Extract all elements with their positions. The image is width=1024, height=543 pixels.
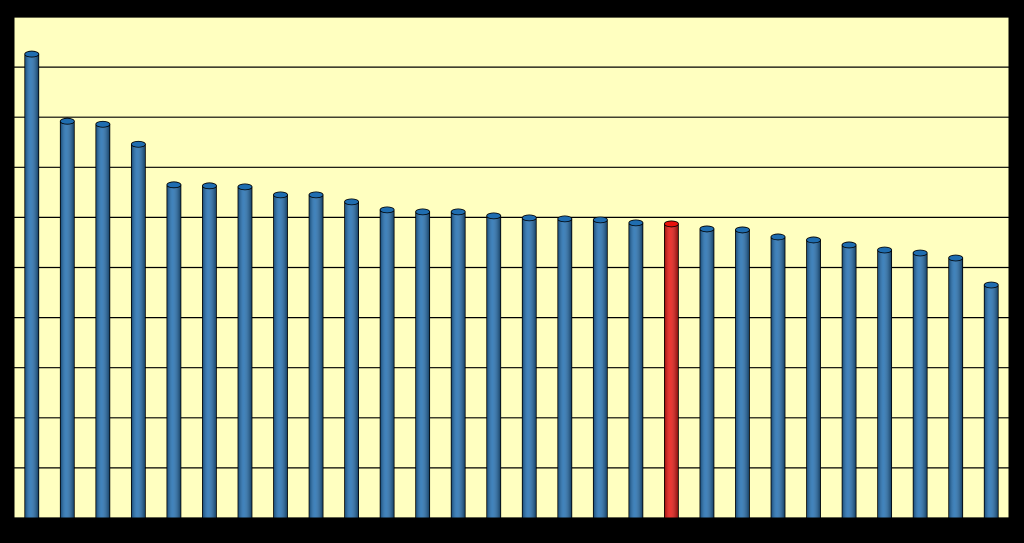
bar-cap: [450, 208, 466, 216]
bar-shade: [628, 222, 643, 518]
bar-cap: [735, 226, 750, 234]
bar-shade: [95, 124, 110, 519]
bar-shade: [344, 201, 359, 518]
bar-cap: [770, 233, 786, 241]
bar-cap: [24, 50, 40, 58]
bar-shade: [877, 249, 892, 518]
bar-cap: [877, 246, 893, 254]
bar-cap: [59, 117, 75, 125]
bar-shade: [913, 252, 928, 518]
bar-cap: [841, 241, 857, 249]
bar-shade: [948, 257, 963, 518]
bar-shade: [593, 219, 608, 518]
bar-shade: [380, 209, 395, 518]
bar-cap: [344, 198, 359, 206]
bar-shade: [273, 194, 288, 519]
plot-border: [13, 16, 1010, 519]
bar-cap: [130, 140, 146, 148]
bar-shade: [522, 217, 537, 518]
bar-shade: [309, 194, 324, 519]
bar-cap: [166, 181, 182, 189]
bar-cap: [983, 281, 999, 289]
bar-shade: [166, 184, 181, 518]
bar-shade: [806, 239, 821, 518]
bar-shade: [557, 218, 572, 518]
bar-shade: [415, 211, 430, 518]
bar-cap: [521, 214, 537, 222]
bar-shade: [664, 223, 679, 518]
bar-cap: [379, 206, 395, 214]
bar-shade: [237, 186, 252, 519]
bar-cap: [273, 191, 288, 199]
bar-shade: [131, 144, 146, 518]
bar-shade: [984, 285, 999, 518]
bar-cap: [912, 249, 928, 257]
bar-cap: [95, 120, 111, 128]
bar-cap: [806, 236, 821, 244]
bar-cap: [948, 254, 964, 262]
bar-shade: [486, 215, 501, 518]
bar-shade: [60, 121, 75, 518]
bar-shade: [451, 211, 466, 518]
bar-cap: [628, 219, 644, 227]
bar-cap: [557, 215, 573, 223]
bar-shade: [699, 228, 714, 518]
bar-cap: [664, 220, 679, 228]
bar-cap: [486, 212, 502, 220]
bar-shade: [735, 229, 750, 519]
bar-cap: [415, 208, 431, 216]
bar-cap: [592, 216, 608, 224]
bar-cap: [202, 182, 217, 190]
bar-shade: [771, 236, 786, 518]
bar-cap: [237, 183, 253, 191]
bar-shade: [24, 54, 39, 518]
bar-shade: [842, 244, 857, 518]
bar-cap: [699, 225, 715, 233]
bar-shade: [202, 185, 217, 518]
bar-cap: [308, 191, 324, 199]
